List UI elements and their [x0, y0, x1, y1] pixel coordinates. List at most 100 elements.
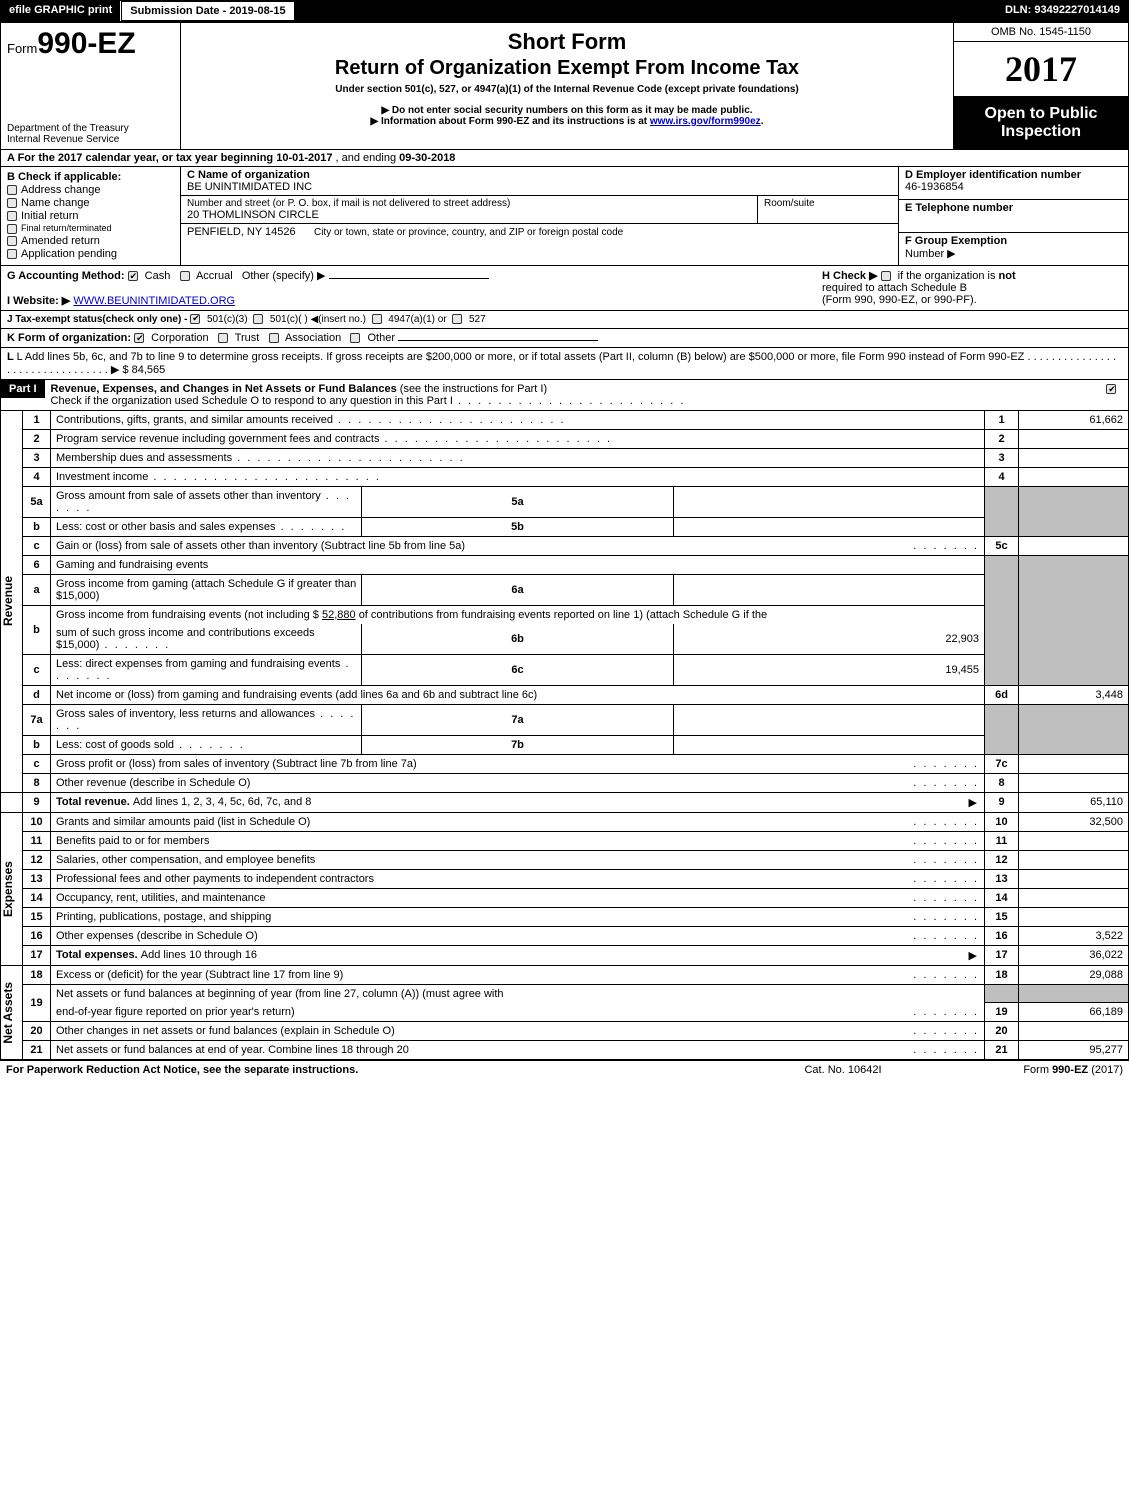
- line-5b: b Less: cost or other basis and sales ex…: [1, 517, 1129, 536]
- topbar-spacer: [295, 1, 997, 21]
- checkbox-address-change[interactable]: [7, 185, 17, 195]
- l6-num: 6: [23, 555, 51, 574]
- line-5c: c Gain or (loss) from sale of assets oth…: [1, 536, 1129, 555]
- checkbox-accrual[interactable]: [180, 271, 190, 281]
- checkbox-trust[interactable]: [218, 333, 228, 343]
- l5b-sk: 5b: [362, 517, 673, 536]
- note-info-suffix: .: [761, 116, 764, 127]
- footer-right-prefix: Form: [1023, 1064, 1052, 1076]
- checkbox-cash[interactable]: [128, 271, 138, 281]
- l11-num: 11: [23, 831, 51, 850]
- l19-shade: [985, 984, 1019, 1003]
- checkbox-application-pending[interactable]: [7, 249, 17, 259]
- l3-desc: Membership dues and assessments: [56, 452, 465, 464]
- dln-number: DLN: 93492227014149: [997, 1, 1128, 21]
- part-i-checkline: Check if the organization used Schedule …: [51, 395, 453, 407]
- checkbox-name-change[interactable]: [7, 198, 17, 208]
- checkbox-501c3[interactable]: [190, 314, 200, 324]
- l8-desc: Other revenue (describe in Schedule O): [56, 777, 250, 789]
- l6d-key: 6d: [985, 685, 1019, 704]
- l18-desc: Excess or (deficit) for the year (Subtra…: [56, 969, 343, 981]
- l19-desc1: Net assets or fund balances at beginning…: [56, 988, 504, 1000]
- l9-desc2: Add lines 1, 2, 3, 4, 5c, 6d, 7c, and 8: [133, 796, 312, 808]
- l13-num: 13: [23, 869, 51, 888]
- title-return: Return of Organization Exempt From Incom…: [187, 57, 947, 80]
- g-cash: Cash: [145, 270, 171, 282]
- g-other-line[interactable]: [329, 278, 489, 279]
- checkbox-h-schedule-b[interactable]: [881, 271, 891, 281]
- f-group-block: F Group Exemption Number ▶: [899, 233, 1128, 265]
- l5c-key: 5c: [985, 536, 1019, 555]
- line-18: Net Assets 18 Excess or (deficit) for th…: [1, 965, 1129, 984]
- checkbox-other-org[interactable]: [350, 333, 360, 343]
- l11-desc: Benefits paid to or for members: [56, 835, 209, 847]
- l11-key: 11: [985, 831, 1019, 850]
- title-short-form: Short Form: [187, 29, 947, 55]
- checkbox-part-i-schedule-o[interactable]: [1106, 384, 1116, 394]
- l1-val: 61,662: [1019, 411, 1129, 430]
- checkbox-amended-return[interactable]: [7, 236, 17, 246]
- l18-key: 18: [985, 965, 1019, 984]
- l7c-num: c: [23, 754, 51, 773]
- l16-val: 3,522: [1019, 926, 1129, 945]
- footer-right-form: 990-EZ: [1052, 1064, 1088, 1076]
- checkbox-association[interactable]: [269, 333, 279, 343]
- open-line2: Inspection: [958, 123, 1124, 141]
- row-a-begin: 10-01-2017: [276, 152, 332, 164]
- city-label: City or town, state or province, country…: [314, 227, 623, 238]
- row-l: L L Add lines 5b, 6c, and 7b to line 9 t…: [0, 348, 1129, 380]
- line-6d: d Net income or (loss) from gaming and f…: [1, 685, 1129, 704]
- l19-val: 66,189: [1019, 1003, 1129, 1022]
- header-right: OMB No. 1545-1150 2017 Open to Public In…: [953, 23, 1128, 149]
- g-accrual: Accrual: [196, 270, 233, 282]
- line-2: 2 Program service revenue including gove…: [1, 429, 1129, 448]
- l17-key: 17: [985, 945, 1019, 965]
- l5b-desc: Less: cost or other basis and sales expe…: [56, 521, 346, 533]
- l6c-num: c: [23, 654, 51, 685]
- k-other-line[interactable]: [398, 340, 598, 341]
- l6d-num: d: [23, 685, 51, 704]
- checkbox-4947[interactable]: [372, 314, 382, 324]
- irs-link[interactable]: www.irs.gov/form990ez: [650, 116, 761, 127]
- chk-label-4: Amended return: [21, 235, 100, 247]
- l14-desc: Occupancy, rent, utilities, and maintena…: [56, 892, 266, 904]
- footer-right: Form 990-EZ (2017): [943, 1064, 1123, 1076]
- l2-num: 2: [23, 429, 51, 448]
- l7a-sk: 7a: [362, 704, 673, 735]
- h-not: not: [999, 270, 1016, 282]
- row-k: K Form of organization: Corporation Trus…: [0, 329, 1129, 348]
- j-opt0: 501(c)(3): [207, 314, 248, 325]
- website-link[interactable]: WWW.BEUNINTIMIDATED.ORG: [73, 295, 235, 307]
- l4-val: [1019, 467, 1129, 486]
- l10-val: 32,500: [1019, 812, 1129, 831]
- checkbox-corporation[interactable]: [134, 333, 144, 343]
- part-i-label: Part I: [1, 380, 45, 398]
- g-prefix: G Accounting Method:: [7, 270, 128, 282]
- l3-key: 3: [985, 448, 1019, 467]
- l19-key: 19: [985, 1003, 1019, 1022]
- h-text2: required to attach Schedule B: [822, 282, 967, 294]
- city-block: PENFIELD, NY 14526 City or town, state o…: [181, 224, 898, 240]
- k-opt1: Trust: [235, 332, 260, 344]
- l2-desc: Program service revenue including govern…: [56, 433, 612, 445]
- checkbox-527[interactable]: [452, 314, 462, 324]
- l15-num: 15: [23, 907, 51, 926]
- line-10: Expenses 10 Grants and similar amounts p…: [1, 812, 1129, 831]
- k-label: K Form of organization:: [7, 332, 134, 344]
- part-i-desc: Revenue, Expenses, and Changes in Net As…: [45, 380, 1098, 410]
- l6b-sk: 6b: [362, 624, 673, 655]
- l5-shade-val: [1019, 486, 1129, 536]
- checkbox-501c[interactable]: [253, 314, 263, 324]
- sidelabel-expenses: Expenses: [1, 861, 23, 917]
- l15-key: 15: [985, 907, 1019, 926]
- line-7c: c Gross profit or (loss) from sales of i…: [1, 754, 1129, 773]
- d-ein-block: D Employer identification number 46-1936…: [899, 167, 1128, 200]
- l4-key: 4: [985, 467, 1019, 486]
- checkbox-final-return[interactable]: [7, 224, 17, 234]
- efile-print-button[interactable]: efile GRAPHIC print: [1, 1, 121, 21]
- g-other: Other (specify) ▶: [242, 270, 326, 282]
- l12-val: [1019, 850, 1129, 869]
- checkbox-initial-return[interactable]: [7, 211, 17, 221]
- submission-date: Submission Date - 2019-08-15: [121, 1, 294, 21]
- open-line1: Open to Public: [958, 105, 1124, 123]
